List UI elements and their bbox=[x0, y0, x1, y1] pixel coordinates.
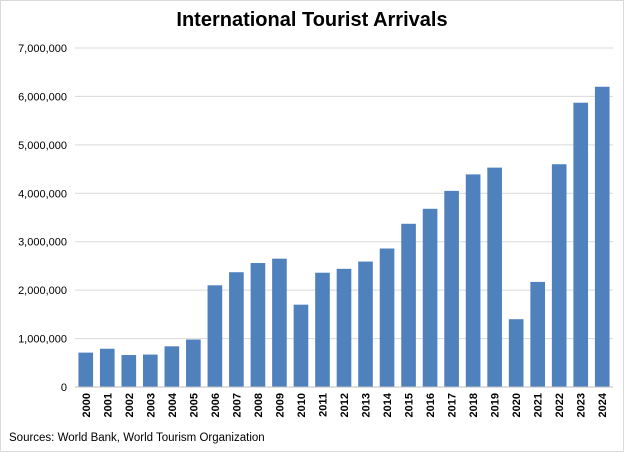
y-tick-label: 0 bbox=[61, 382, 67, 394]
bar-2010 bbox=[293, 304, 309, 387]
bar-2009 bbox=[272, 258, 287, 387]
bar-2015 bbox=[401, 223, 416, 387]
bar-2004 bbox=[164, 346, 180, 387]
x-tick-label: 2019 bbox=[490, 393, 502, 417]
x-tick-label: 2016 bbox=[425, 393, 437, 417]
x-tick-label: 2018 bbox=[468, 393, 480, 417]
bar-2016 bbox=[422, 208, 438, 387]
x-tick-label: 2013 bbox=[361, 393, 373, 417]
y-tick-label: 4,000,000 bbox=[18, 188, 67, 200]
chart-title: International Tourist Arrivals bbox=[176, 9, 448, 31]
bar-2020 bbox=[508, 319, 524, 387]
bar-2007 bbox=[229, 272, 244, 387]
bar-2017 bbox=[444, 190, 459, 387]
x-tick-label: 2020 bbox=[511, 393, 523, 417]
x-tick-label: 2004 bbox=[167, 392, 179, 417]
x-tick-label: 2011 bbox=[317, 393, 329, 417]
x-tick-label: 2001 bbox=[102, 393, 114, 417]
x-tick-label: 2003 bbox=[145, 393, 157, 417]
bar-2001 bbox=[99, 348, 115, 387]
x-tick-label: 2024 bbox=[597, 392, 609, 417]
y-tick-label: 5,000,000 bbox=[18, 140, 67, 152]
bar-2003 bbox=[143, 354, 158, 387]
bar-2019 bbox=[487, 167, 502, 387]
x-tick-label: 2006 bbox=[210, 393, 222, 417]
bar-2011 bbox=[315, 272, 330, 387]
y-tick-label: 7,000,000 bbox=[18, 43, 67, 55]
x-tick-label: 2023 bbox=[576, 393, 588, 417]
bar-2022 bbox=[551, 164, 567, 387]
bar-2014 bbox=[379, 248, 395, 387]
x-tick-label: 2017 bbox=[447, 393, 459, 417]
x-tick-label: 2021 bbox=[533, 393, 545, 417]
x-tick-label: 2010 bbox=[296, 393, 308, 417]
x-tick-label: 2007 bbox=[231, 393, 243, 417]
y-tick-label: 6,000,000 bbox=[18, 91, 67, 103]
bar-2002 bbox=[121, 355, 137, 387]
bar-2006 bbox=[207, 285, 223, 387]
bar-2024 bbox=[594, 86, 610, 387]
bar-2008 bbox=[250, 263, 266, 387]
x-tick-label: 2015 bbox=[404, 393, 416, 417]
bar-2023 bbox=[573, 102, 589, 387]
x-tick-label: 2000 bbox=[81, 393, 93, 417]
y-tick-label: 2,000,000 bbox=[18, 285, 67, 297]
x-tick-label: 2002 bbox=[124, 393, 136, 417]
y-tick-label: 1,000,000 bbox=[18, 334, 67, 346]
x-tick-label: 2008 bbox=[253, 393, 265, 417]
x-tick-label: 2012 bbox=[339, 393, 351, 417]
x-tick-label: 2014 bbox=[382, 392, 394, 417]
bar-2000 bbox=[78, 352, 94, 387]
bar-2005 bbox=[186, 339, 201, 387]
bar-2013 bbox=[358, 261, 373, 387]
y-tick-label: 3,000,000 bbox=[18, 237, 67, 249]
bar-2018 bbox=[465, 174, 481, 387]
x-tick-label: 2005 bbox=[188, 393, 200, 417]
x-tick-label: 2022 bbox=[554, 393, 566, 417]
bar-2012 bbox=[336, 268, 352, 387]
x-tick-label: 2009 bbox=[274, 393, 286, 417]
bar-2021 bbox=[530, 281, 545, 387]
chart-source: Sources: World Bank, World Tourism Organ… bbox=[9, 432, 265, 444]
